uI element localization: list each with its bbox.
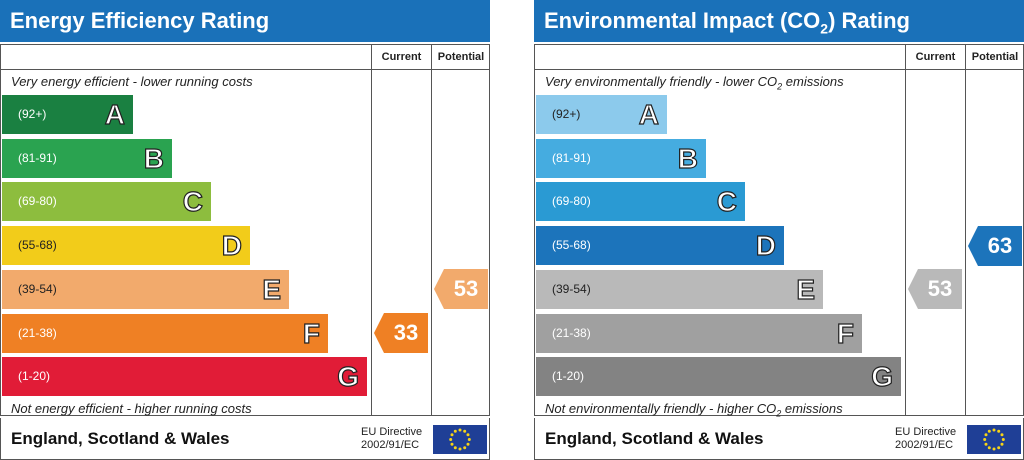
eu-directive-line-1: EU Directive [895, 426, 957, 438]
potential-rating-value: 63 [978, 225, 1022, 266]
band-letter: E [796, 273, 816, 305]
potential-rating-marker: 53 [434, 269, 488, 310]
current-rating-value: 53 [918, 269, 962, 310]
rating-band-f: (21-38) F [2, 313, 328, 353]
panel-footer: England, Scotland & Wales EU Directive 2… [534, 418, 1024, 460]
header-divider [535, 69, 1023, 70]
current-marker-arrow [908, 269, 918, 310]
environmental-impact-panel: Environmental Impact (CO2) Rating Curren… [534, 0, 1024, 460]
potential-rating-marker: 63 [968, 225, 1022, 266]
header-divider [1, 69, 489, 70]
rating-band-d: (55-68) D [2, 226, 250, 266]
band-range-label: (81-91) [18, 150, 57, 165]
top-note: Very environmentally friendly - lower CO… [545, 74, 844, 92]
region-label: England, Scotland & Wales [545, 429, 764, 448]
rating-band-e: (39-54) E [536, 269, 823, 309]
band-letter: B [677, 142, 698, 174]
current-rating-marker: 33 [374, 313, 428, 353]
region-label: England, Scotland & Wales [11, 429, 230, 448]
band-range-label: (92+) [552, 107, 581, 121]
band-range-label: (39-54) [18, 281, 57, 296]
band-letter: G [337, 361, 360, 393]
band-letter: G [871, 361, 894, 393]
band-range-label: (1-20) [552, 369, 585, 384]
rating-band-a: (92+) A [536, 95, 667, 134]
current-marker-arrow [374, 313, 384, 353]
potential-rating-value: 53 [444, 269, 488, 310]
rating-band-c: (69-80) C [536, 182, 745, 222]
band-range-label: (81-91) [552, 150, 591, 165]
rating-band-a: (92+) A [2, 95, 133, 134]
current-rating-value: 33 [384, 313, 428, 353]
panel-footer: England, Scotland & Wales EU Directive 2… [0, 418, 490, 460]
potential-marker-arrow [434, 269, 444, 310]
current-column-header: Current [381, 51, 422, 63]
eu-flag-icon [433, 425, 487, 454]
rating-band-b: (81-91) B [536, 138, 706, 178]
potential-column-header: Potential [437, 51, 485, 63]
band-range-label: (21-38) [552, 325, 591, 340]
band-letter: F [302, 317, 320, 349]
top-note: Very energy efficient - lower running co… [11, 74, 253, 89]
band-range-label: (92+) [18, 107, 47, 121]
eu-directive-line-2: 2002/91/EC [895, 439, 954, 451]
energy-efficiency-panel: Energy Efficiency Rating Current Potenti… [0, 0, 490, 460]
band-letter: C [716, 186, 737, 218]
rating-band-g: (1-20) G [536, 357, 901, 397]
band-letter: A [638, 98, 659, 130]
current-column-header: Current [915, 51, 956, 63]
rating-band-d: (55-68) D [536, 226, 784, 266]
band-range-label: (55-68) [18, 238, 57, 253]
eu-flag-icon [967, 425, 1021, 454]
band-letter: D [755, 229, 776, 262]
current-column-divider [905, 45, 906, 415]
band-letter: D [221, 229, 242, 262]
bottom-note: Not environmentally friendly - higher CO… [545, 401, 843, 419]
bottom-note: Not energy efficient - higher running co… [11, 401, 252, 416]
rating-band-f: (21-38) F [536, 313, 862, 353]
band-range-label: (39-54) [552, 281, 591, 296]
eu-directive: EU Directive 2002/91/EC [895, 426, 965, 452]
eu-directive-line-2: 2002/91/EC [361, 439, 420, 451]
current-column-divider [371, 45, 372, 415]
rating-band-g: (1-20) G [2, 357, 367, 397]
band-letter: E [262, 273, 282, 305]
band-letter: A [104, 98, 125, 130]
potential-column-header: Potential [971, 51, 1019, 63]
rating-band-c: (69-80) C [2, 182, 211, 222]
band-letter: F [836, 317, 854, 349]
rating-band-e: (39-54) E [2, 269, 289, 309]
eu-directive: EU Directive 2002/91/EC [361, 426, 431, 452]
band-range-label: (55-68) [552, 238, 591, 253]
band-range-label: (69-80) [18, 194, 57, 209]
rating-band-b: (81-91) B [2, 138, 172, 178]
potential-marker-arrow [968, 225, 978, 266]
rating-frame: Current Potential Very energy efficient … [0, 44, 490, 416]
current-rating-marker: 53 [908, 269, 962, 310]
potential-column-divider [431, 45, 432, 415]
band-letter: C [182, 186, 203, 218]
band-range-label: (21-38) [18, 325, 57, 340]
band-range-label: (69-80) [552, 194, 591, 209]
panel-title: Energy Efficiency Rating [0, 0, 490, 42]
band-range-label: (1-20) [18, 369, 51, 384]
eu-directive-line-1: EU Directive [361, 426, 423, 438]
panel-title: Environmental Impact (CO2) Rating [534, 0, 1024, 42]
band-letter: B [143, 142, 164, 174]
potential-column-divider [965, 45, 966, 415]
rating-frame: Current Potential Very environmentally f… [534, 44, 1024, 419]
